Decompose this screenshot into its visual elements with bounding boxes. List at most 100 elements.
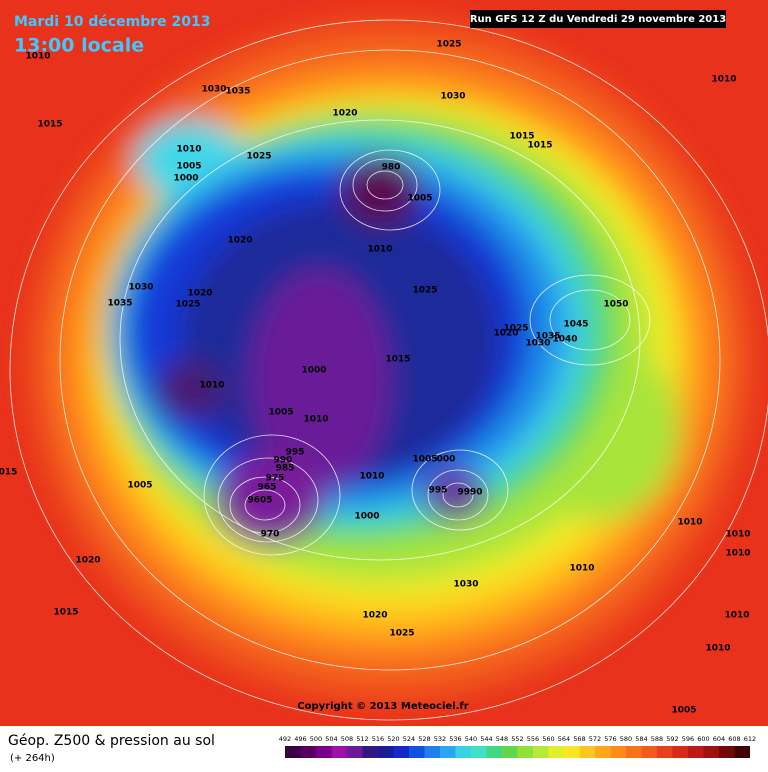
isobar-label: 1020 (187, 289, 212, 299)
color-scale: 492 496 500 504 508 512 516 520 524 528 532 536 540 5… (279, 735, 756, 758)
scale-tick-label: 500 (310, 735, 322, 743)
isobar-label: 1020 (332, 109, 357, 119)
scale-swatch (672, 746, 688, 758)
scale-swatch (347, 746, 363, 758)
run-box (470, 10, 726, 28)
isobar-label: 1045 (563, 320, 588, 330)
isobar-label: 9605 (247, 496, 272, 506)
isobar-label: 1010 (199, 381, 224, 391)
scale-tick-label: 580 (620, 735, 632, 743)
scale-swatch (626, 746, 642, 758)
isobar-label: 1035 (225, 87, 250, 97)
scale-swatch (517, 746, 533, 758)
isobar-label: 1010 (367, 245, 392, 255)
z500-field (30, 20, 750, 700)
scale-swatch (595, 746, 611, 758)
isobar-label: 985 (276, 464, 295, 474)
isobar-label: 000 (437, 455, 456, 465)
scale-tick-label: 612 (744, 735, 756, 743)
scale-tick-label: 520 (387, 735, 399, 743)
scale-tick-label: 492 (279, 735, 291, 743)
scale-swatch (564, 746, 580, 758)
isobar-label: 1020 (227, 236, 252, 246)
scale-swatch (486, 746, 502, 758)
isobar-label: 1040 (552, 335, 577, 345)
scale-swatch (285, 746, 301, 758)
isobar-label: 1005 (412, 455, 437, 465)
isobars (9, 19, 768, 721)
isobar-label: 1005 (127, 481, 152, 491)
scale-tick-label: 496 (294, 735, 306, 743)
scale-swatch (657, 746, 673, 758)
isobar-label: 970 (261, 530, 280, 540)
scale-tick-label: 604 (713, 735, 725, 743)
scale-swatch (688, 746, 704, 758)
isobar-label: 1015 (53, 608, 78, 618)
isobar-label: 1005 (176, 162, 201, 172)
forecast-time: 13:00 locale (14, 35, 144, 57)
scale-swatch (393, 746, 409, 758)
scale-swatch (548, 746, 564, 758)
isobar-label: 990 (274, 456, 293, 466)
scale-swatch (316, 746, 332, 758)
isobar-label: 1030 (525, 339, 550, 349)
scale-swatch (579, 746, 595, 758)
scale-swatch (455, 746, 471, 758)
isobar-label: 1005 (671, 706, 696, 716)
scale-tick-label: 564 (558, 735, 570, 743)
scale-tick-label: 516 (372, 735, 384, 743)
scale-tick-label: 592 (666, 735, 678, 743)
scale-tick-label: 536 (449, 735, 461, 743)
scale-swatch (641, 746, 657, 758)
isobar-label: 1010 (303, 415, 328, 425)
scale-swatch (471, 746, 487, 758)
scale-tick-label: 524 (403, 735, 415, 743)
isobar-label: 1025 (175, 300, 200, 310)
isobar-label: 1010 (176, 145, 201, 155)
scale-tick-label: 572 (589, 735, 601, 743)
isobar-label: 1010 (677, 518, 702, 528)
isobar-label: 1015 (385, 355, 410, 365)
isobar-label: 1005 (268, 408, 293, 418)
scale-swatch (703, 746, 719, 758)
isobar-label: 1015 (37, 120, 62, 130)
scale-tick-label: 508 (341, 735, 353, 743)
scale-tick-label: 540 (465, 735, 477, 743)
scale-tick-label: 504 (325, 735, 337, 743)
isobar-label: 9990 (457, 488, 482, 498)
isobar-label: 1010 (711, 75, 736, 85)
isobar-label: 1000 (354, 512, 379, 522)
scale-tick-label: 596 (682, 735, 694, 743)
scale-swatch (610, 746, 626, 758)
isobar-label: 1000 (173, 174, 198, 184)
isobar-label: 975 (266, 474, 285, 484)
scale-swatch (533, 746, 549, 758)
scale-swatch (734, 746, 750, 758)
isobar-label: 1010 (569, 564, 594, 574)
isobar-label: 1030 (128, 283, 153, 293)
isobar-label: 1030 (453, 580, 478, 590)
scale-tick-label: 528 (418, 735, 430, 743)
scale-tick-label: 568 (573, 735, 585, 743)
scale-tick-label: 552 (511, 735, 523, 743)
isobar-label: 1020 (493, 329, 518, 339)
footer-lead: (+ 264h) (10, 753, 55, 764)
isobar-label: 1000 (301, 366, 326, 376)
scale-tick-label: 532 (434, 735, 446, 743)
isobar-label: 1025 (412, 286, 437, 296)
isobar-label: 1015 (509, 132, 534, 142)
isobar-label: 1005 (407, 194, 432, 204)
isobar-label: 1010 (25, 52, 50, 62)
scale-swatch (300, 746, 316, 758)
footer-title: Géop. Z500 & pression au sol (8, 733, 215, 749)
isobar-label: 1010 (705, 644, 730, 654)
isobar-label: 1010 (724, 611, 749, 621)
isobar-label: 1010 (359, 472, 384, 482)
isobar-label: 1030 (440, 92, 465, 102)
scale-tick-label: 608 (728, 735, 740, 743)
isobar-label: 1050 (603, 300, 628, 310)
scale-tick-label: 512 (356, 735, 368, 743)
isobar-label: 1025 (246, 152, 271, 162)
